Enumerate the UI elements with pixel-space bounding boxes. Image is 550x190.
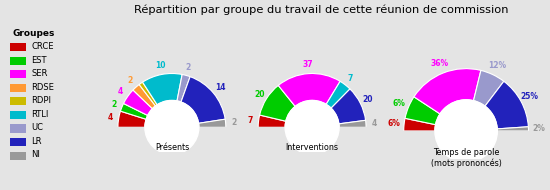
FancyBboxPatch shape [10, 84, 26, 92]
Bar [102, 127, 242, 152]
Text: 2%: 2% [532, 124, 545, 133]
Circle shape [145, 101, 199, 154]
Wedge shape [474, 70, 504, 106]
FancyBboxPatch shape [10, 43, 26, 51]
Text: RDPI: RDPI [32, 96, 52, 105]
Text: EST: EST [32, 55, 47, 65]
Text: 25%: 25% [521, 92, 539, 101]
Wedge shape [118, 111, 146, 127]
Text: RTLI: RTLI [32, 110, 49, 119]
Text: Présents: Présents [155, 142, 189, 152]
Text: NI: NI [32, 150, 41, 159]
Wedge shape [199, 119, 226, 127]
Wedge shape [485, 81, 529, 129]
Text: Interventions: Interventions [285, 142, 339, 152]
Text: 4: 4 [372, 119, 377, 128]
Text: 7: 7 [348, 74, 353, 82]
FancyBboxPatch shape [10, 124, 26, 132]
FancyBboxPatch shape [10, 70, 26, 78]
Wedge shape [331, 89, 366, 124]
FancyBboxPatch shape [10, 138, 26, 146]
Wedge shape [258, 115, 286, 127]
Bar [385, 131, 547, 159]
Text: RDSE: RDSE [32, 83, 54, 92]
Wedge shape [405, 97, 440, 125]
Wedge shape [133, 85, 156, 109]
Circle shape [435, 100, 497, 162]
Text: 4: 4 [118, 87, 123, 96]
Text: SER: SER [32, 69, 48, 78]
Wedge shape [120, 104, 148, 119]
Text: 4: 4 [107, 113, 113, 122]
Text: 10: 10 [155, 62, 165, 70]
Text: 6%: 6% [388, 119, 400, 128]
FancyBboxPatch shape [10, 111, 26, 119]
FancyBboxPatch shape [10, 151, 26, 160]
Wedge shape [177, 74, 190, 102]
Text: 2: 2 [128, 76, 133, 85]
Wedge shape [260, 86, 295, 121]
Wedge shape [414, 69, 481, 114]
Text: 2: 2 [232, 118, 237, 127]
Text: 37: 37 [302, 60, 313, 70]
Circle shape [285, 101, 339, 154]
Text: 20: 20 [254, 89, 265, 99]
Text: CRCE: CRCE [32, 42, 54, 51]
Wedge shape [139, 82, 157, 106]
Text: 6%: 6% [393, 99, 406, 108]
Text: 7: 7 [248, 116, 252, 125]
Text: 14: 14 [215, 83, 226, 92]
Text: 12%: 12% [488, 61, 507, 70]
Wedge shape [181, 77, 225, 123]
Text: Temps de parole
(mots prononcés): Temps de parole (mots prononcés) [431, 149, 502, 169]
FancyBboxPatch shape [10, 97, 26, 105]
Wedge shape [339, 120, 366, 127]
Text: 2: 2 [111, 100, 117, 108]
Text: 20: 20 [363, 95, 373, 104]
Text: UC: UC [32, 123, 43, 132]
Text: 36%: 36% [431, 59, 449, 68]
Text: Groupes: Groupes [12, 29, 55, 38]
Wedge shape [142, 74, 182, 105]
Wedge shape [326, 81, 350, 108]
Wedge shape [404, 118, 436, 131]
Text: LR: LR [32, 137, 42, 146]
Wedge shape [124, 90, 152, 116]
Wedge shape [497, 127, 529, 131]
Text: 2: 2 [186, 63, 191, 72]
FancyBboxPatch shape [10, 57, 26, 65]
Wedge shape [278, 74, 340, 106]
Bar [242, 127, 382, 152]
Text: Répartition par groupe du travail de cette réunion de commission: Répartition par groupe du travail de cet… [135, 5, 509, 15]
